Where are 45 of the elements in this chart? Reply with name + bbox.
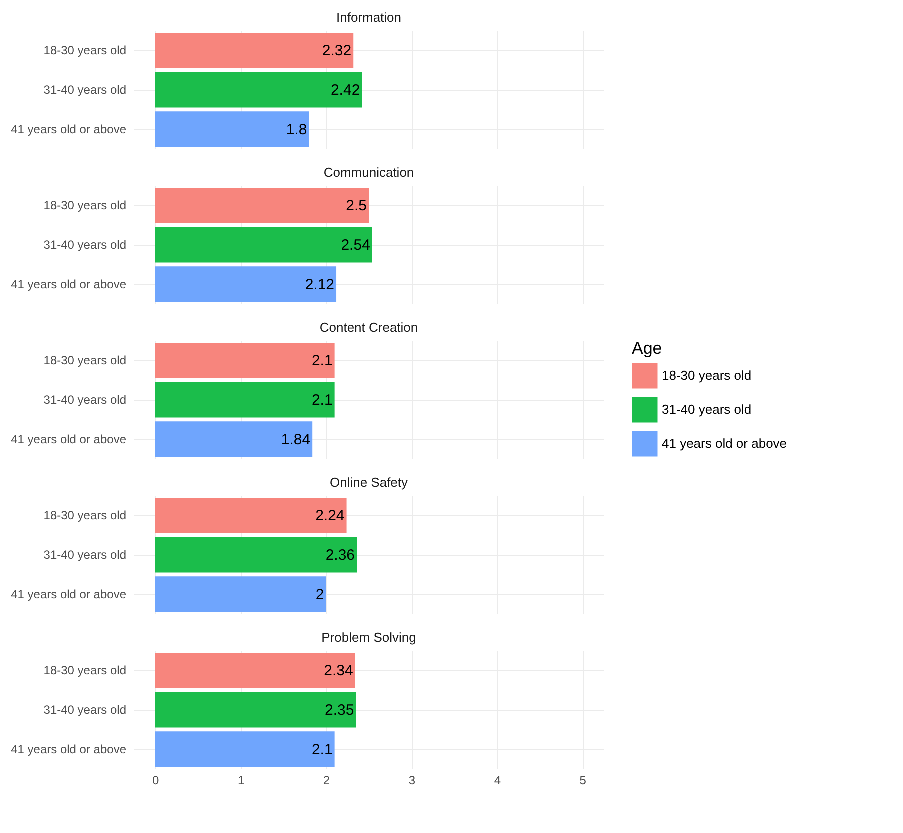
y-tick-label: 18-30 years old [44, 198, 126, 213]
data-label: 1.8 [286, 121, 308, 138]
data-label: 2.1 [312, 352, 333, 370]
legend-label: 18-30 years old [662, 368, 752, 383]
legend-label: 41 years old or above [662, 436, 788, 451]
chart-title: Information [336, 10, 402, 25]
chart-title: Communication [324, 165, 414, 180]
data-label: 2.36 [326, 547, 356, 564]
data-label: 2.5 [346, 198, 367, 215]
data-label: 2.32 [322, 42, 352, 60]
y-tick-label: 41 years old or above [11, 122, 127, 136]
y-tick-label: 41 years old or above [11, 432, 127, 446]
data-label: 2.35 [324, 702, 354, 719]
chart-title: Problem Solving [322, 630, 416, 645]
y-tick-label: 41 years old or above [11, 587, 127, 602]
legend-label: 31-40 years old [662, 402, 752, 417]
y-tick-label: 18-30 years old [44, 664, 126, 678]
x-tick-label: 5 [580, 774, 587, 788]
chart-title: Online Safety [330, 475, 409, 490]
legend-title: Age [632, 339, 662, 358]
y-tick-label: 31-40 years old [44, 703, 126, 717]
y-tick-label: 31-40 years old [44, 238, 126, 252]
data-label: 2.1 [312, 741, 333, 758]
data-label: 2.24 [316, 508, 345, 525]
data-label: 2.12 [305, 276, 335, 294]
chart-title: Content Creation [320, 320, 418, 335]
x-tick-label: 4 [494, 774, 502, 788]
x-tick-label: 2 [323, 774, 330, 788]
y-tick-label: 18-30 years old [44, 44, 126, 58]
x-tick-label: 3 [408, 774, 416, 788]
y-tick-label: 31-40 years old [44, 548, 126, 562]
data-label: 2.34 [324, 662, 354, 680]
y-tick-label: 18-30 years old [44, 354, 126, 368]
y-tick-label: 31-40 years old [44, 393, 126, 407]
data-label: 2.42 [330, 82, 360, 99]
y-tick-label: 41 years old or above [11, 742, 127, 756]
data-label: 2.54 [341, 237, 370, 254]
data-label: 2.1 [312, 392, 333, 409]
data-label: 1.84 [281, 431, 311, 448]
y-tick-label: 31-40 years old [44, 83, 126, 97]
y-tick-label: 41 years old or above [11, 277, 127, 292]
x-tick-label: 0 [152, 774, 160, 788]
data-label: 2 [316, 586, 324, 604]
y-tick-label: 18-30 years old [44, 508, 126, 523]
x-tick-label: 1 [238, 774, 245, 788]
